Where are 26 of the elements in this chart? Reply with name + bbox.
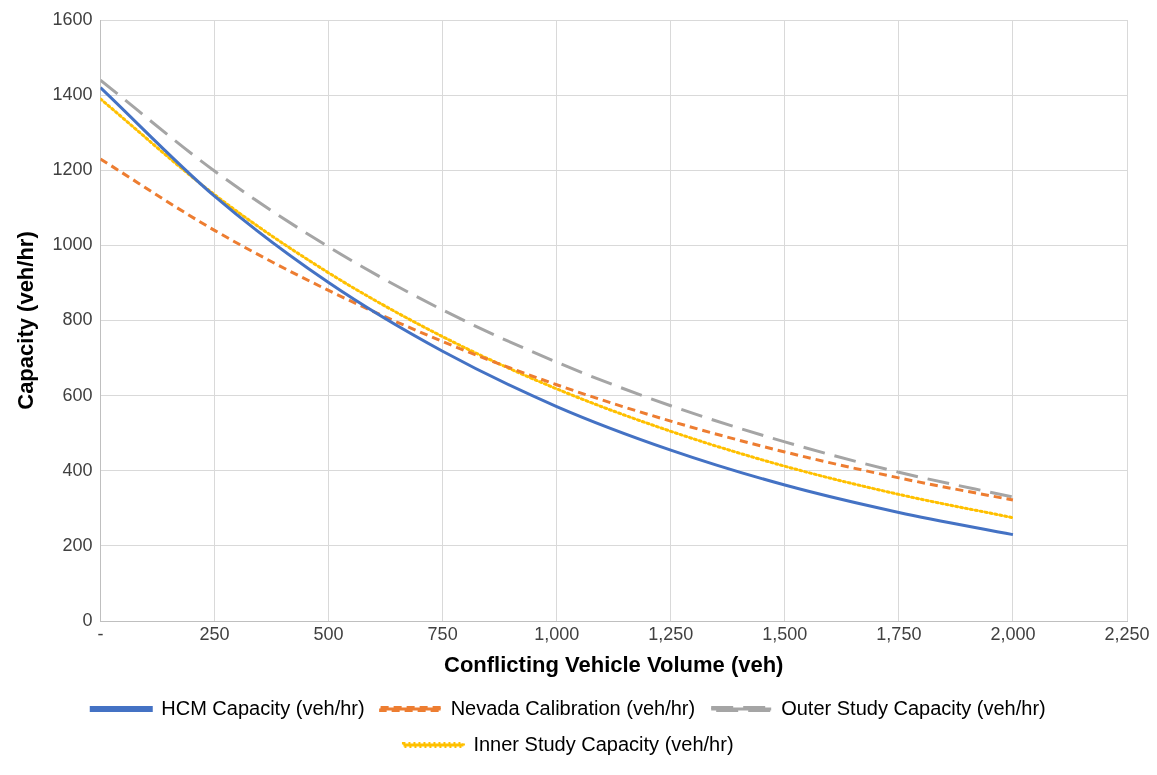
x-tick-label: 1,750: [876, 623, 922, 644]
y-tick-label: 600: [62, 384, 93, 405]
y-tick-label: 1200: [52, 159, 93, 180]
x-tick-label: 1,250: [648, 623, 694, 644]
y-tick-label: 1600: [52, 8, 93, 29]
x-tick-label: 2,250: [1104, 623, 1150, 644]
x-tick-label: 250: [199, 623, 230, 644]
legend-label: Outer Study Capacity (veh/hr): [781, 696, 1046, 719]
x-axis-title: Conflicting Vehicle Volume (veh): [444, 651, 784, 677]
y-tick-label: 1400: [52, 84, 93, 105]
x-tick-label: 2,000: [990, 623, 1036, 644]
y-axis-title: Capacity (veh/hr): [13, 231, 39, 410]
y-tick-label: 1000: [52, 234, 93, 255]
x-tick-label: 500: [313, 623, 344, 644]
y-tick-label: 800: [62, 309, 93, 330]
legend-label: Inner Study Capacity (veh/hr): [473, 732, 734, 755]
x-tick-label: 1,000: [534, 623, 580, 644]
legend-label: HCM Capacity (veh/hr): [161, 696, 365, 719]
y-tick-label: 0: [82, 609, 93, 630]
x-tick-label: 1,500: [762, 623, 808, 644]
x-tick-label: 750: [427, 623, 458, 644]
legend-label: Nevada Calibration (veh/hr): [450, 696, 696, 719]
x-tick-label: -: [97, 623, 104, 644]
line-series: [100, 157, 1015, 502]
y-tick-label: 400: [62, 459, 93, 480]
y-tick-label: 200: [62, 534, 93, 555]
